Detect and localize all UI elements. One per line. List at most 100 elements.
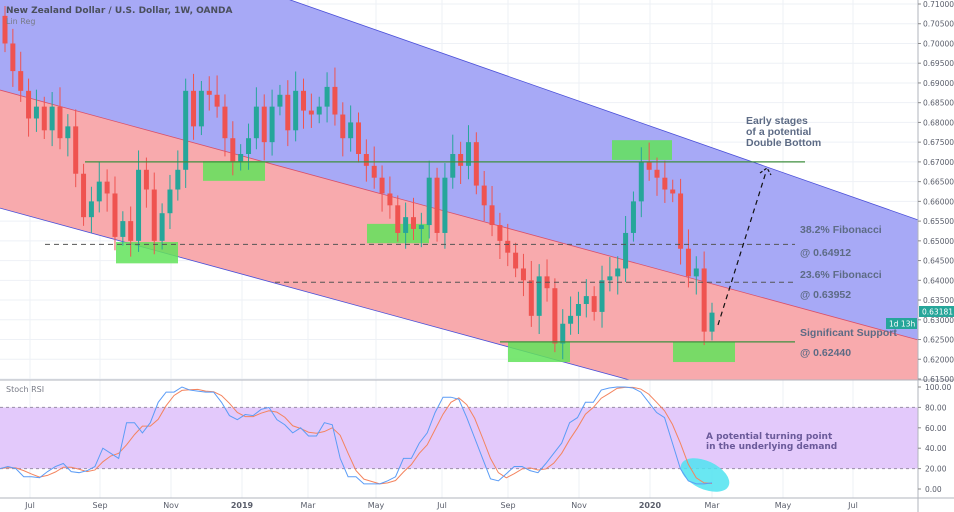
price-tick-label: 0.69000: [923, 79, 954, 88]
candle-body: [65, 126, 71, 139]
annotation-line: in the underlying demand: [706, 442, 837, 452]
candle-body: [253, 106, 259, 139]
candle-body: [230, 138, 236, 162]
price-tick-label: 0.69500: [923, 59, 954, 68]
time-tick-label: Nov: [571, 501, 587, 510]
candle-body: [607, 276, 613, 281]
price-tick-label: 0.65000: [923, 237, 954, 246]
annotation-line: 23.6% Fibonacci: [800, 269, 882, 281]
candle-body: [678, 193, 684, 249]
rsi-annotation: A potential turning point in the underly…: [706, 432, 837, 452]
candle-body: [520, 268, 526, 281]
candle-body: [560, 323, 566, 344]
stoch-rsi-pane[interactable]: [0, 379, 954, 499]
price-tick-label: 0.61500: [923, 375, 954, 384]
candle-body: [568, 315, 574, 324]
last-price-value: 0.63181: [922, 308, 953, 317]
time-tick-label: Jul: [436, 501, 447, 510]
support-resistance-zone: [203, 161, 265, 181]
price-tick-label: 0.67000: [923, 158, 954, 167]
candle-body: [301, 90, 307, 111]
arrow-head: [759, 167, 772, 176]
candle-body: [685, 248, 691, 277]
candle-body: [410, 217, 416, 229]
price-tick-label: 0.70500: [923, 20, 954, 29]
candle-body: [458, 154, 464, 166]
candle-body: [693, 268, 699, 277]
candle-body: [57, 106, 63, 139]
time-tick-label: May: [368, 501, 385, 510]
last-price-badge: [919, 306, 954, 317]
support-resistance-zone: [612, 140, 672, 160]
price-pane[interactable]: [0, 0, 918, 459]
rsi-tick-label: 100.00: [925, 383, 951, 392]
candle-body: [238, 154, 244, 162]
time-tick-label: Mar: [704, 501, 720, 510]
channel-upper-line: [289, 0, 918, 221]
candle-body: [136, 169, 142, 241]
rsi-tick-label: 20.00: [925, 465, 947, 474]
rsi-tick-label: 0.00: [925, 485, 942, 494]
candle-body: [465, 142, 471, 166]
candle-body: [623, 232, 629, 269]
candle-body: [481, 185, 487, 206]
candle-body: [246, 138, 252, 154]
price-tick-label: 0.64500: [923, 257, 954, 266]
candle-body: [536, 276, 542, 316]
time-tick-label: Jul: [847, 501, 858, 510]
price-tick-label: 0.66000: [923, 197, 954, 206]
countdown-badge: [886, 318, 917, 329]
candle-body: [654, 169, 660, 178]
time-tick-label: 2020: [639, 501, 662, 510]
bar-countdown: 1d 13h: [889, 320, 915, 329]
candle-body: [426, 177, 432, 226]
price-tick-label: 0.62000: [923, 355, 954, 364]
annotation-line: A potential turning point: [706, 432, 833, 442]
highlight-ellipse: [680, 458, 730, 492]
candle-body: [112, 193, 118, 237]
stoch-rsi-k-line: [0, 386, 713, 485]
axes: 0.71000 0.70500 0.70000 0.69500 0.69000 0.685…: [24, 0, 954, 512]
candle-body: [222, 106, 228, 139]
candle-body: [332, 86, 338, 115]
channel-middle-line: [0, 89, 918, 341]
candle-body: [167, 189, 173, 214]
price-tick-label: 0.68000: [923, 118, 954, 127]
candle-body: [96, 181, 102, 202]
candle-body: [638, 161, 644, 202]
support-resistance-zone: [673, 341, 735, 363]
time-tick-label: Sep: [500, 501, 515, 510]
candle-body: [175, 169, 181, 190]
candle-body: [191, 90, 197, 127]
candle-body: [41, 106, 47, 131]
candle-body: [120, 221, 126, 237]
candle-body: [489, 205, 495, 226]
annotation-line: Early stages: [746, 115, 808, 127]
candle-body: [285, 94, 291, 131]
candle-body: [73, 126, 79, 174]
rsi-tick-label: 60.00: [925, 424, 947, 433]
fib236-annotation: 23.6% Fibonacci @ 0.63952: [800, 269, 882, 301]
support-resistance-zone: [116, 242, 178, 264]
candle-body: [442, 177, 448, 233]
candle-body: [2, 15, 8, 44]
price-tick-label: 0.68500: [923, 99, 954, 108]
candle-body: [308, 110, 314, 115]
candle-body: [591, 296, 597, 312]
candle-body: [434, 177, 440, 233]
candle-body: [615, 268, 621, 277]
time-tick-label: 2019: [231, 501, 254, 510]
rsi-tick-label: 80.00: [925, 403, 947, 412]
candle-body: [403, 217, 409, 233]
candle-body: [293, 90, 299, 131]
price-tick-label: 0.70000: [923, 39, 954, 48]
annotation-line: @ 0.63952: [800, 289, 851, 301]
candle-body: [599, 280, 605, 312]
candle-body: [371, 165, 377, 178]
candle-body: [198, 90, 204, 127]
candle-body: [183, 90, 189, 170]
annotation-line: Significant Support: [800, 327, 897, 339]
price-tick-label: 0.66500: [923, 178, 954, 187]
candle-body: [701, 268, 707, 332]
